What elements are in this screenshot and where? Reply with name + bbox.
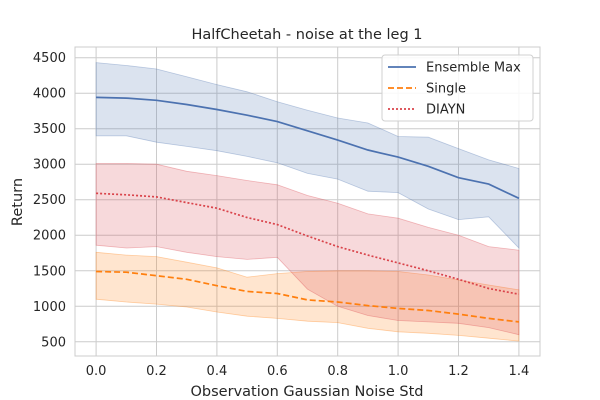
- x-tick-label: 1.0: [388, 364, 409, 379]
- y-tick-label: 3000: [33, 158, 66, 173]
- legend-label-single: Single: [426, 82, 466, 97]
- single-point: [488, 317, 490, 319]
- ensemble-max-point: [367, 149, 369, 151]
- single-point: [216, 285, 218, 287]
- diayn-point: [95, 192, 97, 194]
- single-point: [306, 299, 308, 301]
- y-tick-label: 2500: [33, 193, 66, 208]
- single-point: [95, 270, 97, 272]
- x-tick-label: 0.6: [267, 364, 288, 379]
- single-point: [457, 313, 459, 315]
- ensemble-max-line: [96, 96, 520, 200]
- y-tick-label: 4000: [33, 87, 66, 102]
- ensemble-max-point: [155, 99, 157, 101]
- y-tick-label: 1500: [33, 264, 66, 279]
- ensemble-max-point: [216, 108, 218, 110]
- single-point: [246, 290, 248, 292]
- x-tick-label: 0.8: [327, 364, 348, 379]
- ensemble-max-point: [427, 165, 429, 167]
- diayn-point: [427, 270, 429, 272]
- legend-label-diayn: DIAYN: [426, 103, 465, 118]
- ensemble-max-point: [306, 130, 308, 132]
- single-point: [337, 301, 339, 303]
- y-tick-label: 3500: [33, 122, 66, 137]
- diayn-band: [95, 163, 520, 336]
- single-point: [186, 278, 188, 280]
- diayn-point: [367, 254, 369, 256]
- confidence-bands: [95, 62, 520, 342]
- diayn-point: [186, 201, 188, 203]
- ensemble-max-point: [95, 96, 97, 98]
- single-point: [155, 275, 157, 277]
- diayn-point: [488, 287, 490, 289]
- diayn-point: [518, 293, 520, 295]
- diayn-point: [276, 223, 278, 225]
- ensemble-max-point: [337, 139, 339, 141]
- diayn-point: [397, 262, 399, 264]
- x-axis-label: Observation Gaussian Noise Std: [191, 384, 424, 400]
- ensemble-max-point: [276, 120, 278, 122]
- diayn-point: [125, 194, 127, 196]
- single-band: [95, 251, 520, 342]
- y-axis-label: Return: [10, 178, 26, 226]
- diayn-line: [96, 192, 520, 296]
- diayn-point: [337, 245, 339, 247]
- single-point: [367, 304, 369, 306]
- x-tick-label: 1.2: [448, 364, 469, 379]
- ensemble-max-point: [457, 177, 459, 179]
- x-axis-ticks: 0.0 0.2 0.4 0.6 0.8 1.0 1.2 1.4: [86, 364, 529, 379]
- legend: Ensemble Max Single DIAYN: [381, 54, 534, 122]
- single-point: [276, 292, 278, 294]
- diayn-point: [457, 278, 459, 280]
- single-point: [397, 307, 399, 309]
- ensemble-max-point: [397, 156, 399, 158]
- single-point: [125, 271, 127, 273]
- x-tick-label: 0.4: [207, 364, 228, 379]
- diayn-point: [306, 235, 308, 237]
- legend-label-ensemble-max: Ensemble Max: [426, 61, 521, 76]
- diayn-point: [246, 216, 248, 218]
- y-tick-label: 1000: [33, 300, 66, 315]
- ensemble-max-point: [488, 183, 490, 185]
- y-tick-label: 500: [41, 335, 66, 350]
- x-tick-label: 0.0: [86, 364, 107, 379]
- ensemble-max-point: [125, 97, 127, 99]
- x-tick-label: 1.4: [509, 364, 530, 379]
- single-point: [427, 309, 429, 311]
- grid: [75, 47, 540, 356]
- single-point: [518, 321, 520, 323]
- diayn-point: [216, 207, 218, 209]
- y-axis-ticks: 500 1000 1500 2000 2500 3000 3500 4000 4500: [33, 51, 66, 350]
- x-tick-label: 0.2: [146, 364, 167, 379]
- y-tick-label: 2000: [33, 229, 66, 244]
- chart-title: HalfCheetah - noise at the leg 1: [191, 27, 422, 43]
- ensemble-max-band: [95, 62, 520, 249]
- series-lines: [95, 96, 520, 323]
- diayn-point: [155, 196, 157, 198]
- ensemble-max-point: [246, 114, 248, 116]
- y-tick-label: 4500: [33, 51, 66, 66]
- single-line: [96, 270, 519, 323]
- ensemble-max-point: [518, 197, 520, 199]
- legend-box: [381, 54, 534, 122]
- ensemble-max-point: [186, 103, 188, 105]
